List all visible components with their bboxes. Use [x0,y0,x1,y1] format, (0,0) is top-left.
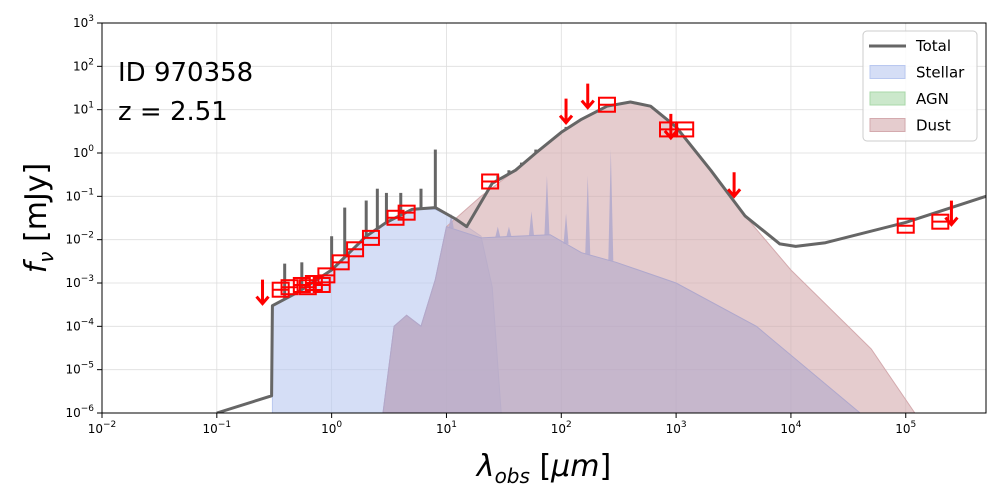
upper-limit-arrow [255,279,270,306]
area-overlap [382,225,861,413]
x-tick-label: 100 [321,420,342,436]
area-spike [544,175,550,235]
x-tick-label: 103 [666,420,687,436]
y-tick-label: 10−3 [65,274,94,290]
plot-frame [101,22,987,414]
annotation-id: ID 970358 [118,58,253,88]
area-spike [495,226,501,238]
area-spike [448,213,454,229]
area-spike [585,175,591,255]
area-spike [563,213,569,244]
area-spike [506,226,512,237]
y-tick-label: 10−5 [65,361,94,377]
y-tick-label: 103 [73,14,94,30]
legend-swatch-agn [869,91,906,106]
y-tick-label: 101 [73,101,94,117]
area-spike [608,149,614,261]
legend-swatch-dust [869,118,906,132]
y-tick-label: 10−4 [65,317,94,333]
legend-box [862,30,978,142]
y-tick-label: 10−1 [65,187,94,203]
y-tick-label: 100 [73,144,94,160]
legend-label-stellar: Stellar [916,64,965,82]
annotation-redshift: z = 2.51 [118,97,228,127]
legend-label-total: Total [915,37,951,55]
upper-limit-arrow [580,83,595,110]
upper-limit-arrow [663,113,678,141]
legend-label-agn: AGN [916,90,949,108]
x-tick-label: 102 [551,420,572,436]
y-tick-label: 102 [73,57,94,73]
y-axis-title: fν [mJy] [19,163,58,274]
upper-limit-arrow [558,98,574,125]
legend-swatch-stellar [869,65,906,79]
y-tick-label: 10−6 [65,404,94,420]
marker-layer [255,83,959,306]
x-tick-label: 10−2 [88,420,117,436]
x-tick-label: 104 [780,420,801,436]
x-axis-title: λobs [μm] [475,449,611,488]
ticks: 10−2 10−1 100 101 102 103 104 105 10−6 10−5 10−4 10… [65,14,916,436]
legend: Total Stellar AGN Dust [862,30,978,142]
upper-limit-arrow [944,200,959,227]
x-tick-label: 105 [895,420,916,436]
legend-label-dust: Dust [916,117,951,135]
x-tick-label: 10−1 [203,420,232,436]
area-spike [528,211,534,236]
upper-limit-arrow [726,172,742,199]
x-tick-label: 101 [436,420,457,436]
y-tick-label: 10−2 [65,231,94,247]
